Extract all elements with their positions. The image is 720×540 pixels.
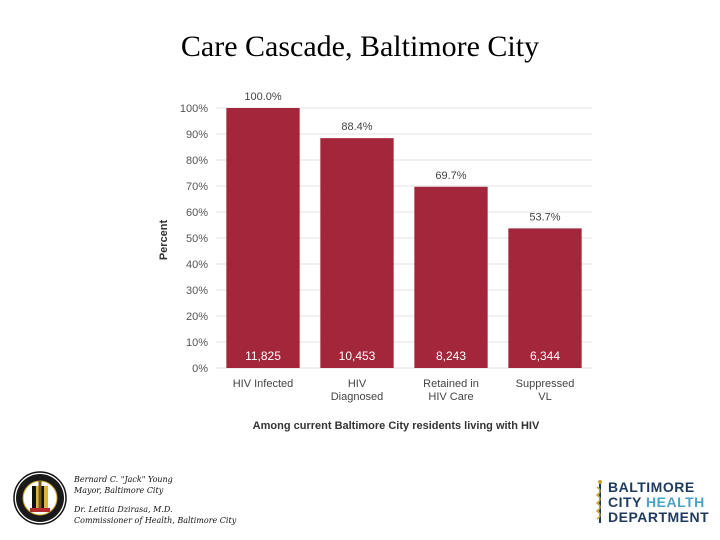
mayor-block: Bernard C. "Jack" Young Mayor, Baltimore… xyxy=(74,474,173,496)
commissioner-title: Commissioner of Health, Baltimore City xyxy=(74,516,237,525)
y-tick-label: 40% xyxy=(186,259,208,271)
y-tick-label: 30% xyxy=(186,285,208,297)
commissioner-block: Dr. Letitia Dzirasa, M.D. Commissioner o… xyxy=(74,504,236,526)
bar-value-label: 100.0% xyxy=(244,91,282,103)
y-tick-label: 80% xyxy=(186,155,208,167)
y-tick-label: 0% xyxy=(192,363,208,375)
y-tick-label: 90% xyxy=(186,129,208,141)
bars xyxy=(226,108,582,368)
bar-count-label: 10,453 xyxy=(339,349,376,363)
bar xyxy=(508,228,582,368)
health-department-logo: BALTIMORE CITY HEALTH DEPARTMENT xyxy=(594,478,710,526)
y-tick-label: 60% xyxy=(186,207,208,219)
data-labels: 100.0% 11,825 88.4% 10,453 69.7% 8,243 53.7% 6,… xyxy=(244,91,560,363)
y-axis-label: Percent xyxy=(158,219,170,260)
city-seal-logo xyxy=(12,468,68,528)
bar-count-label: 8,243 xyxy=(436,349,466,363)
y-tick-label: 20% xyxy=(186,311,208,323)
y-tick-label: 100% xyxy=(180,103,208,115)
slide-title: Care Cascade, Baltimore City xyxy=(180,30,540,63)
logo-line-city-health: CITY HEALTH xyxy=(608,495,705,510)
bar xyxy=(226,108,300,368)
logo-word-baltimore: BALTIMORE xyxy=(608,479,695,495)
logo-word-city: CITY xyxy=(608,494,642,510)
y-tick-label: 50% xyxy=(186,233,208,245)
bar xyxy=(320,138,394,368)
y-axis-ticks: 0% 10% 20% 30% 40% 50% 60% 70% 80% 90% 100% xyxy=(180,103,208,375)
bar xyxy=(414,186,488,368)
mayor-name: Bernard C. "Jack" Young xyxy=(74,475,173,484)
logo-word-department: DEPARTMENT xyxy=(608,509,710,525)
x-tick-label: Retained in HIV Care xyxy=(423,378,479,403)
bar-value-label: 53.7% xyxy=(529,211,560,223)
care-cascade-chart: 0% 10% 20% 30% 40% 50% 60% 70% 80% 90% 100% 100.0%… xyxy=(158,91,592,432)
x-axis-label: Among current Baltimore City residents l… xyxy=(253,420,540,432)
commissioner-name: Dr. Letitia Dzirasa, M.D. xyxy=(74,505,173,514)
bar-count-label: 6,344 xyxy=(530,349,560,363)
logo-word-health: HEALTH xyxy=(646,494,705,510)
x-axis-ticks: HIV Infected HIV Diagnosed Retained in HIV C… xyxy=(233,378,575,403)
x-tick-label: Suppressed VL xyxy=(516,378,575,403)
bar-value-label: 69.7% xyxy=(435,170,466,182)
y-tick-label: 10% xyxy=(186,337,208,349)
x-tick-label: HIV Diagnosed xyxy=(331,378,384,403)
bar-count-label: 11,825 xyxy=(245,349,281,363)
caduceus-icon xyxy=(595,480,602,523)
bar-value-label: 88.4% xyxy=(341,121,372,133)
x-tick-label: HIV Infected xyxy=(233,378,294,390)
y-tick-label: 70% xyxy=(186,181,208,193)
mayor-title: Mayor, Baltimore City xyxy=(74,486,164,495)
